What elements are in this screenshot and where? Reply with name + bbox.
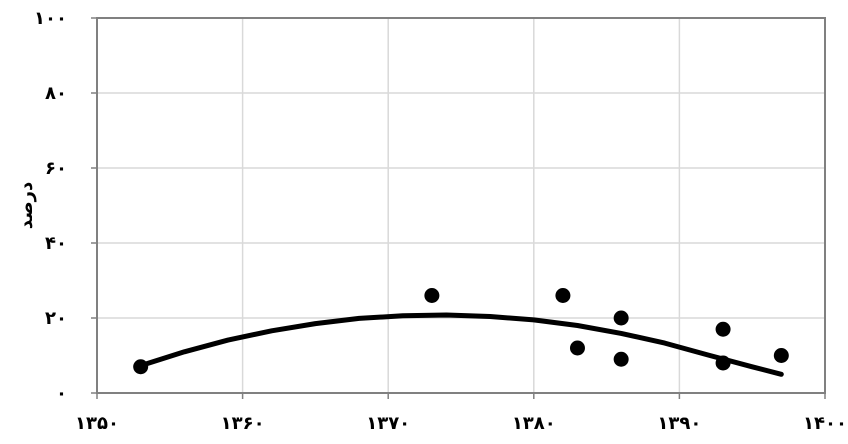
y-tick-label: ۱۰۰ [34, 8, 67, 29]
x-tick-label: ۱۳۵۰ [75, 413, 119, 434]
trend-line [138, 312, 784, 377]
series [133, 288, 789, 377]
data-point [613, 310, 629, 326]
data-point [555, 288, 571, 303]
data-point [715, 355, 731, 371]
data-point [613, 351, 629, 367]
data-point [773, 348, 789, 363]
y-tick-label: ۰ [56, 383, 67, 404]
plot-frame [96, 17, 826, 394]
y-axis-title: درصد [16, 182, 37, 229]
x-tick-label: ۱۳۶۰ [221, 413, 265, 434]
data-point [133, 359, 149, 375]
x-tick-label: ۱۴۰۰ [803, 413, 847, 434]
x-tick-label: ۱۳۸۰ [512, 413, 556, 434]
data-point [424, 288, 440, 303]
y-tick-label: ۸۰ [45, 83, 67, 104]
y-tick-label: ۲۰ [45, 308, 67, 329]
x-tick-label: ۱۳۹۰ [657, 413, 701, 434]
y-axis: ۰ ۲۰ ۴۰ ۶۰ ۸۰ ۱۰۰ [34, 8, 97, 404]
y-tick-label: ۴۰ [45, 233, 67, 254]
x-axis: ۱۳۵۰ ۱۳۶۰ ۱۳۷۰ ۱۳۸۰ ۱۳۹۰ ۱۴۰۰ [75, 393, 847, 434]
grid [97, 18, 825, 393]
x-tick-label: ۱۳۷۰ [366, 413, 410, 434]
y-tick-label: ۶۰ [45, 158, 67, 179]
data-point [569, 340, 585, 356]
data-point [715, 321, 731, 337]
